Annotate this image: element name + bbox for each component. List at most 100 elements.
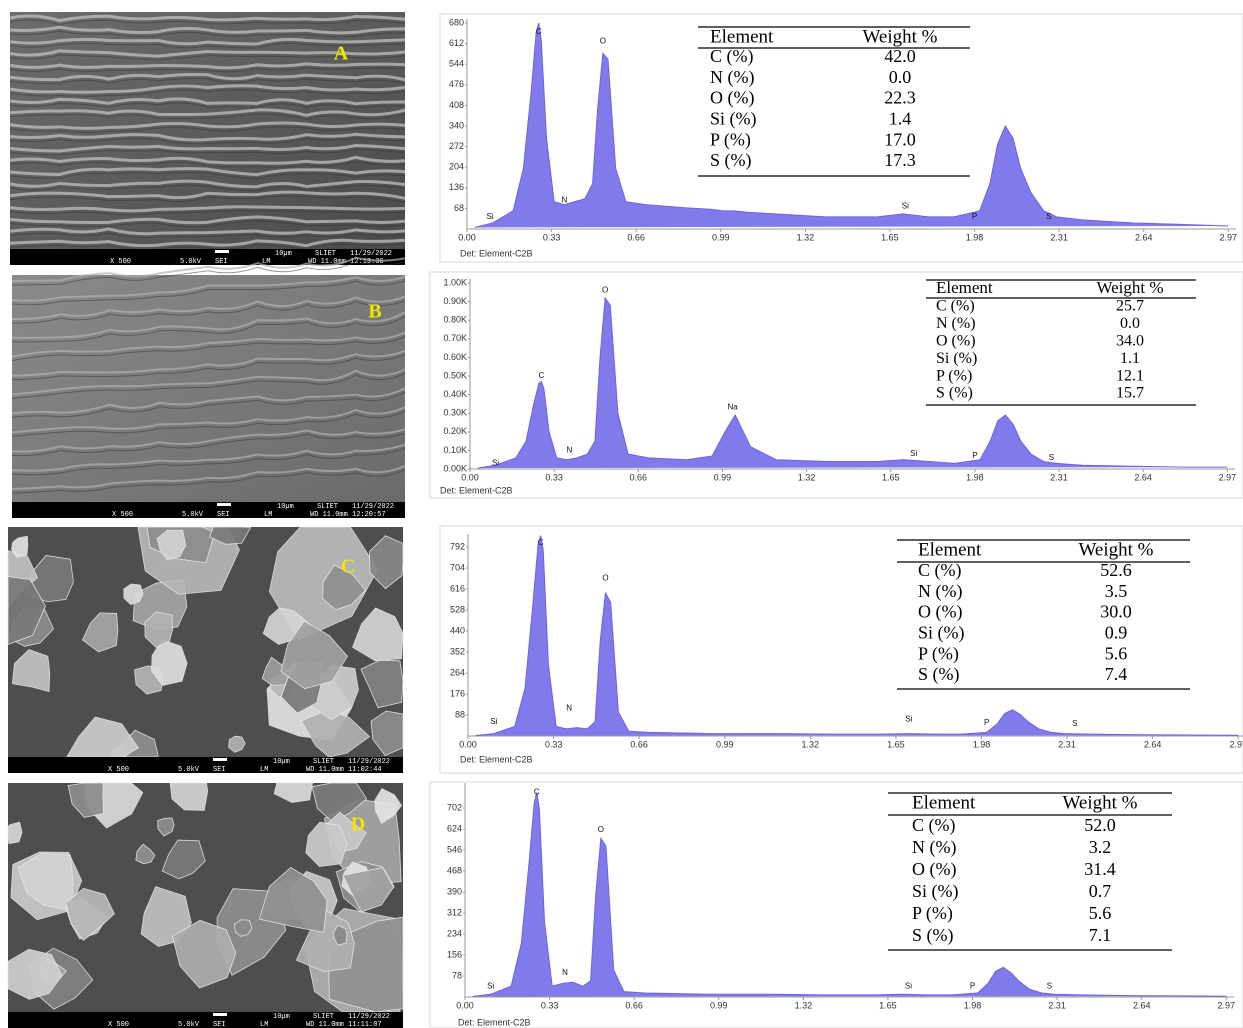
x-tick-label: 0.33 [545, 472, 563, 482]
sem-info-text: 10µm [273, 758, 290, 766]
peak-label: C [539, 371, 545, 380]
y-tick-label: 340 [449, 120, 464, 130]
sem-scale-bar [213, 1013, 227, 1016]
y-tick-label: 612 [449, 38, 464, 48]
y-tick-label: 704 [450, 562, 465, 572]
x-tick-label: 1.32 [797, 232, 815, 242]
table-cell: S (%) [918, 664, 960, 685]
peak-label: Si [910, 449, 917, 458]
y-tick-label: 264 [450, 667, 465, 677]
table-header: Element [918, 539, 982, 560]
sem-info-text: 11/29/2022 [348, 758, 390, 766]
table-cell: P (%) [912, 903, 953, 924]
table-cell: N (%) [912, 837, 956, 858]
table-cell: N (%) [918, 581, 962, 602]
table-header: Weight % [863, 26, 938, 47]
y-tick-label: 0.30K [443, 408, 467, 418]
x-tick-label: 0.99 [712, 232, 730, 242]
sem-info-text: X 500 [108, 766, 129, 774]
sem-info-text: SLIET [313, 758, 334, 766]
peak-label: N [566, 704, 572, 713]
sem-info-text: 11/29/2022 [348, 1013, 390, 1021]
y-tick-label: 624 [447, 823, 462, 833]
composition-table: ElementWeight %C (%)52.6N (%)3.5O (%)30.… [897, 539, 1190, 689]
figure: 10µmSLIET11/29/2022X 5005.0kVSEILMWD 11.… [0, 0, 1243, 1028]
y-tick-label: 136 [449, 182, 464, 192]
x-tick-label: 0.00 [458, 232, 476, 242]
x-tick-label: 1.98 [966, 232, 984, 242]
table-cell: Si (%) [918, 623, 965, 644]
sem-scale-bar [213, 758, 227, 761]
table-header: Weight % [1096, 278, 1163, 297]
y-tick-label: 0.20K [443, 426, 467, 436]
y-tick-label: 176 [450, 688, 465, 698]
x-tick-label: 0.00 [456, 1000, 474, 1010]
table-cell: Si (%) [912, 881, 959, 902]
peak-label: Si [902, 201, 909, 210]
peak-label: Si [487, 981, 494, 990]
y-tick-label: 0.40K [443, 389, 467, 399]
table-cell: Si (%) [710, 109, 757, 130]
y-tick-label: 476 [449, 79, 464, 89]
x-tick-label: 0.66 [630, 739, 648, 749]
y-tick-label: 546 [447, 844, 462, 854]
sem-info-text: SEI [213, 766, 226, 774]
y-tick-label: 204 [449, 162, 464, 172]
table-cell: N (%) [936, 315, 976, 332]
detector-label: Det: Element-C2B [440, 485, 513, 495]
table-cell: 7.1 [1089, 925, 1112, 945]
y-tick-label: 544 [449, 59, 464, 69]
y-tick-label: 792 [450, 541, 465, 551]
table-cell: O (%) [918, 602, 962, 623]
y-tick-label: 1.00K [443, 277, 467, 287]
y-tick-label: 272 [449, 141, 464, 151]
table-cell: P (%) [710, 129, 751, 150]
table-cell: 0.0 [889, 67, 912, 87]
x-tick-label: 2.64 [1144, 739, 1162, 749]
table-cell: 25.7 [1116, 298, 1144, 315]
table-cell: S (%) [912, 925, 954, 946]
x-tick-label: 2.97 [1229, 739, 1243, 749]
table-cell: 15.7 [1116, 385, 1144, 402]
table-cell: 7.4 [1105, 664, 1128, 684]
peak-label: P [970, 981, 975, 990]
y-tick-label: 408 [449, 100, 464, 110]
panel-label: A [334, 43, 349, 65]
peak-label: N [562, 195, 568, 204]
table-cell: S (%) [710, 150, 752, 171]
peak-label: Si [905, 981, 912, 990]
x-tick-label: 1.65 [881, 232, 899, 242]
x-tick-label: 0.33 [543, 232, 561, 242]
peak-label: O [602, 286, 608, 295]
sem-info-text: WD 11.0mm 11:02:44 [306, 766, 382, 774]
table-cell: C (%) [918, 560, 962, 581]
x-tick-label: 2.31 [1048, 1000, 1066, 1010]
sem-info-text: 11/29/2022 [352, 503, 394, 511]
y-tick-label: 78 [452, 970, 462, 980]
x-tick-label: 1.98 [973, 739, 991, 749]
x-tick-label: 0.99 [714, 472, 732, 482]
x-tick-label: 0.00 [459, 739, 477, 749]
x-tick-label: 2.31 [1050, 472, 1068, 482]
y-tick-label: 680 [449, 17, 464, 27]
table-header: Element [710, 26, 774, 47]
x-tick-label: 1.32 [795, 1000, 813, 1010]
table-cell: 0.7 [1089, 881, 1112, 901]
x-tick-label: 1.98 [966, 472, 984, 482]
sem-info-text: 10µm [277, 503, 294, 511]
table-cell: 0.0 [1120, 315, 1140, 332]
x-tick-label: 2.97 [1219, 472, 1237, 482]
detector-label: Det: Element-C2B [458, 1017, 531, 1027]
y-tick-label: 0.70K [443, 333, 467, 343]
x-tick-label: 0.99 [716, 739, 734, 749]
x-tick-label: 1.98 [964, 1000, 982, 1010]
sem-image: 10µmSLIET11/29/2022X 5005.0kVSEILMWD 11.… [10, 12, 405, 266]
sem-info-text: LM [264, 511, 272, 519]
peak-label: Na [728, 403, 739, 412]
sem-info-text: SLIET [317, 503, 338, 511]
table-cell: 52.0 [1084, 815, 1116, 835]
x-tick-label: 2.64 [1134, 472, 1152, 482]
peak-label: Si [487, 212, 494, 221]
table-cell: O (%) [936, 332, 976, 349]
